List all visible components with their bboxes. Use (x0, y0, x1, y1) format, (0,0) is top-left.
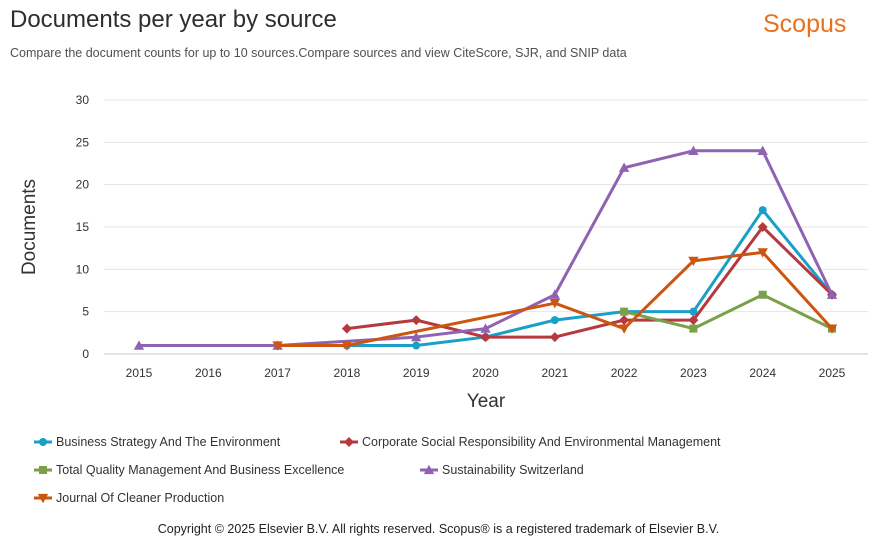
data-point[interactable] (620, 307, 629, 316)
y-tick-label: 15 (76, 220, 90, 234)
legend-label: Total Quality Management And Business Ex… (56, 463, 345, 477)
data-point[interactable] (688, 256, 699, 267)
data-point[interactable] (826, 289, 838, 299)
legend-item[interactable]: Total Quality Management And Business Ex… (34, 460, 344, 480)
series-line (345, 225, 834, 339)
data-point[interactable] (550, 316, 559, 325)
data-point[interactable] (480, 323, 491, 333)
x-tick-label: 2024 (749, 366, 776, 380)
series-1 (341, 222, 837, 343)
legend-marker-icon (34, 466, 52, 474)
data-point[interactable] (549, 289, 560, 299)
x-tick-label: 2016 (195, 366, 222, 380)
y-tick-label: 20 (76, 178, 90, 192)
data-point[interactable] (341, 341, 353, 351)
chart-series (133, 145, 838, 351)
y-tick-label: 5 (82, 305, 89, 319)
page-subtitle: Compare the document counts for up to 10… (10, 46, 627, 60)
legend-label: Business Strategy And The Environment (56, 435, 281, 449)
x-tick-label: 2021 (541, 366, 568, 380)
data-point[interactable] (549, 299, 560, 309)
data-point[interactable] (619, 315, 630, 326)
legend-item[interactable]: Sustainability Switzerland (420, 460, 584, 480)
y-tick-label: 0 (82, 347, 89, 361)
scopus-logo[interactable]: Scopus (763, 10, 847, 38)
legend-marker-icon (340, 437, 358, 447)
data-point[interactable] (618, 162, 630, 172)
x-axis-title: Year (467, 391, 506, 412)
data-point[interactable] (757, 222, 768, 232)
chart-grid (104, 99, 868, 355)
x-tick-label: 2019 (403, 366, 430, 380)
data-point[interactable] (412, 341, 421, 350)
x-tick-label: 2017 (264, 366, 291, 380)
series-3 (133, 145, 838, 350)
x-tick-label: 2015 (126, 366, 153, 380)
data-point[interactable] (757, 145, 768, 155)
series-line (622, 293, 834, 331)
copyright-notice: Copyright © 2025 Elsevier B.V. All right… (157, 522, 720, 536)
data-point[interactable] (133, 340, 145, 350)
data-point[interactable] (826, 324, 838, 334)
y-tick-label: 30 (76, 93, 90, 107)
data-point[interactable] (758, 290, 767, 299)
x-tick-label: 2023 (680, 366, 707, 380)
legend-marker-icon (34, 438, 52, 446)
data-point[interactable] (411, 331, 422, 342)
y-axis-ticks: 0 5 10 15 20 25 30 (76, 93, 90, 361)
data-point[interactable] (757, 248, 768, 258)
data-point[interactable] (272, 341, 283, 351)
series-4 (272, 248, 838, 351)
x-tick-label: 2018 (334, 366, 361, 380)
x-tick-label: 2025 (819, 366, 846, 380)
legend-label: Corporate Social Responsibility And Envi… (362, 435, 721, 449)
x-tick-label: 2022 (611, 366, 638, 380)
legend-label: Sustainability Switzerland (442, 463, 584, 477)
series-line (276, 208, 834, 348)
page-title: Documents per year by source (10, 6, 337, 33)
legend-marker-icon (420, 464, 438, 475)
y-tick-label: 25 (76, 135, 90, 149)
x-axis-ticks: 2015 2016 2017 2018 2019 2020 2021 2022 2023 2024… (126, 366, 846, 380)
data-point[interactable] (688, 145, 699, 155)
x-tick-label: 2020 (472, 366, 499, 380)
y-axis-title: Documents (19, 179, 40, 275)
data-point[interactable] (618, 324, 630, 334)
data-point[interactable] (689, 307, 698, 316)
data-point[interactable] (758, 206, 767, 215)
data-point[interactable] (689, 324, 698, 333)
legend-label: Journal Of Cleaner Production (56, 491, 225, 505)
legend-item[interactable]: Journal Of Cleaner Production (34, 488, 224, 508)
data-point[interactable] (688, 315, 699, 326)
data-point[interactable] (480, 332, 491, 343)
data-point[interactable] (341, 323, 352, 334)
legend-item[interactable]: Business Strategy And The Environment (34, 432, 280, 452)
legend-marker-icon (34, 493, 52, 504)
legend-item[interactable]: Corporate Social Responsibility And Envi… (340, 432, 721, 452)
data-point[interactable] (411, 315, 422, 326)
y-tick-label: 10 (76, 262, 90, 276)
data-point[interactable] (549, 332, 560, 343)
series-line (276, 250, 834, 348)
